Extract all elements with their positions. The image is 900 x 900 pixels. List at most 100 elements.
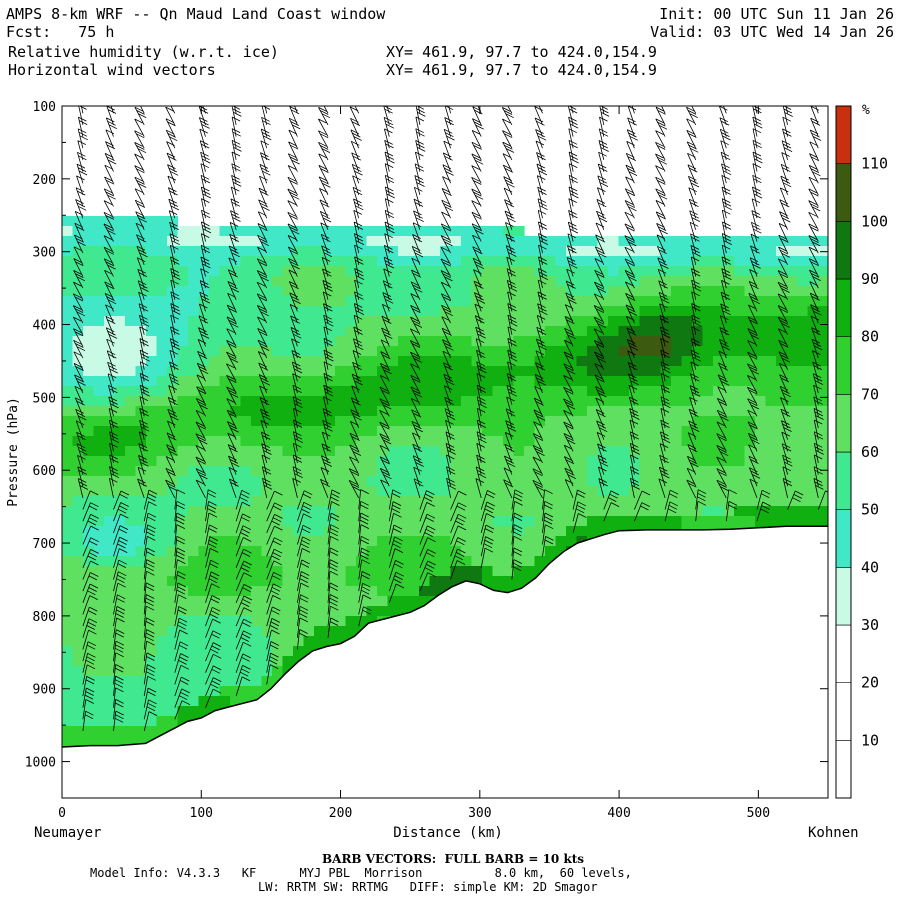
rh-cell <box>608 406 620 417</box>
rh-cell <box>576 526 588 537</box>
wind-barb-feather <box>197 350 206 356</box>
rh-cell <box>293 356 305 367</box>
rh-cell <box>83 226 95 237</box>
rh-cell <box>240 466 252 477</box>
wind-barb-feather <box>196 386 205 392</box>
rh-cell <box>587 236 599 247</box>
rh-cell <box>639 256 651 267</box>
rh-cell <box>293 526 305 537</box>
rh-cell <box>471 546 483 557</box>
rh-cell <box>146 716 158 727</box>
rh-cell <box>513 446 525 457</box>
rh-cell <box>377 466 389 477</box>
rh-cell <box>723 326 735 337</box>
rh-cell <box>240 476 252 487</box>
rh-cell <box>660 366 672 377</box>
rh-cell <box>786 266 798 277</box>
rh-cell <box>618 286 630 297</box>
wind-barb-staff <box>104 176 114 196</box>
rh-cell <box>93 236 105 247</box>
rh-cell <box>566 316 578 327</box>
rh-cell <box>377 316 389 327</box>
rh-cell <box>356 446 368 457</box>
rh-cell <box>314 356 326 367</box>
rh-cell <box>555 276 567 287</box>
rh-cell <box>513 426 525 437</box>
rh-cell <box>776 506 788 517</box>
rh-cell <box>282 546 294 557</box>
rh-cell <box>146 266 158 277</box>
wind-barb-feather <box>137 99 145 103</box>
wind-barb-feather <box>88 618 98 624</box>
rh-cell <box>62 566 74 577</box>
rh-cell <box>503 426 515 437</box>
rh-cell <box>335 596 347 607</box>
wind-barb-staff <box>82 676 87 697</box>
wind-barb-feather <box>76 175 85 181</box>
rh-cell <box>503 586 515 597</box>
rh-cell <box>219 636 231 647</box>
rh-cell <box>156 386 168 397</box>
wind-barb-feather <box>137 148 147 154</box>
rh-cell <box>513 386 525 397</box>
wind-barb-feather <box>105 315 115 321</box>
rh-cell <box>629 486 641 497</box>
rh-cell <box>366 536 378 547</box>
rh-cell <box>72 546 84 557</box>
rh-cell <box>125 526 137 537</box>
wind-barb-feather <box>139 458 148 464</box>
rh-cell <box>177 446 189 457</box>
rh-cell <box>419 356 431 367</box>
rh-cell <box>755 326 767 337</box>
rh-cell <box>230 626 242 637</box>
wind-barb-feather <box>207 504 217 510</box>
rh-cell <box>492 486 504 497</box>
wind-barb-feather <box>139 396 149 402</box>
rh-cell <box>755 266 767 277</box>
rh-cell <box>167 396 179 407</box>
rh-cell <box>167 686 179 697</box>
rh-cell <box>251 296 263 307</box>
rh-cell <box>240 556 252 567</box>
rh-cell <box>545 256 557 267</box>
wind-barb-feather <box>115 640 125 646</box>
rh-cell <box>786 386 798 397</box>
rh-cell <box>125 306 137 317</box>
rh-cell <box>303 546 315 557</box>
rh-cell <box>125 276 137 287</box>
wind-barb-staff <box>74 386 84 405</box>
rh-cell <box>335 616 347 627</box>
wind-barb-staff <box>168 198 176 219</box>
rh-cell <box>125 436 137 447</box>
rh-cell <box>282 426 294 437</box>
rh-cell <box>72 626 84 637</box>
wind-barb-feather <box>76 163 86 169</box>
wind-barb-feather <box>210 548 219 553</box>
rh-cell <box>261 336 273 347</box>
rh-cell <box>702 336 714 347</box>
rh-cell <box>335 516 347 527</box>
rh-cell <box>72 486 84 497</box>
rh-cell <box>503 576 515 587</box>
rh-cell <box>408 336 420 347</box>
rh-cell <box>104 366 116 377</box>
rh-cell <box>125 286 137 297</box>
rh-cell <box>135 466 147 477</box>
rh-cell <box>240 276 252 287</box>
rh-cell <box>639 476 651 487</box>
rh-cell <box>135 226 147 237</box>
rh-cell <box>639 346 651 357</box>
rh-cell <box>104 276 116 287</box>
rh-cell <box>524 296 536 307</box>
rh-cell <box>587 376 599 387</box>
rh-cell <box>72 696 84 707</box>
rh-cell <box>240 346 252 357</box>
rh-cell <box>188 696 200 707</box>
rh-cell <box>146 346 158 357</box>
rh-cell <box>83 316 95 327</box>
rh-cell <box>146 686 158 697</box>
rh-cell <box>125 506 137 517</box>
rh-cell <box>503 356 515 367</box>
rh-cell <box>524 486 536 497</box>
wind-barb-feather <box>135 95 143 99</box>
